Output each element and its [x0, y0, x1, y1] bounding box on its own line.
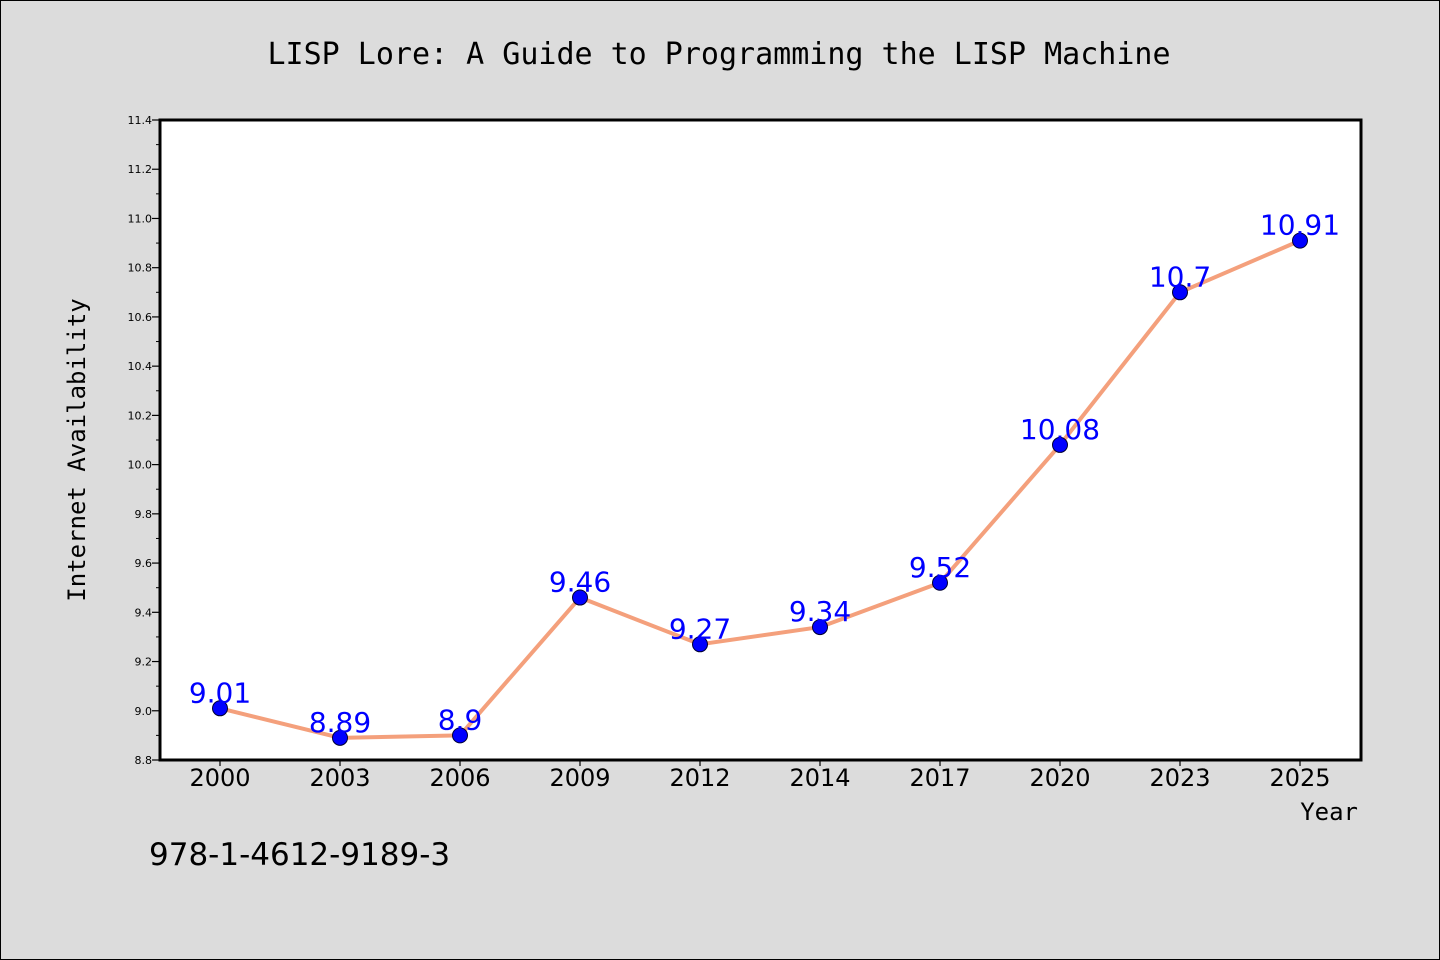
- y-axis: 8.8 9.0 9.2 9.4 9.6 9.8 10.0 10.2 10.4 10.6 10.8 11…: [128, 114, 160, 767]
- data-labels-group: 9.01 8.89 8.9 9.46 9.27 9.34 9.52 10.08 10.7 10.9…: [189, 209, 1340, 739]
- data-label-2020: 10.08: [1020, 413, 1100, 446]
- y-tick-label: 9.4: [135, 606, 153, 619]
- data-label-2006: 8.9: [438, 703, 483, 736]
- y-tick-label: 11.4: [128, 114, 153, 127]
- data-point-2006: [452, 727, 468, 744]
- y-tick-label: 9.8: [135, 508, 153, 521]
- y-tick-label: 10.8: [128, 262, 153, 275]
- y-tick-label: 9.2: [135, 656, 153, 669]
- y-tick-label: 9.0: [135, 705, 153, 718]
- x-tick-label: 2017: [909, 764, 970, 792]
- data-label-2000: 9.01: [189, 676, 251, 709]
- y-tick-label: 10.0: [128, 459, 153, 472]
- markers-group: [212, 232, 1308, 746]
- data-label-2009: 9.46: [549, 566, 611, 599]
- x-tick-label: 2003: [309, 764, 370, 792]
- data-label-2012: 9.27: [669, 612, 731, 645]
- y-tick-label: 10.6: [128, 311, 153, 324]
- data-point-2003: [332, 729, 348, 746]
- x-tick-label: 2006: [429, 764, 490, 792]
- x-tick-label: 2025: [1269, 764, 1330, 792]
- data-label-2003: 8.89: [309, 706, 371, 739]
- data-point-2000: [212, 700, 228, 717]
- data-point-2012: [692, 636, 708, 653]
- plot-area: [158, 118, 1363, 762]
- data-label-2025: 10.91: [1260, 209, 1340, 242]
- data-point-2017: [932, 574, 948, 591]
- chart-title: LISP Lore: A Guide to Programming the LI…: [267, 37, 1170, 72]
- series-line-group: [218, 238, 1302, 740]
- series-line: [218, 238, 1302, 740]
- y-tick-label: 11.0: [128, 212, 153, 225]
- data-point-2009: [572, 589, 588, 606]
- isbn-annotation: 978-1-4612-9189-3: [149, 837, 450, 873]
- y-tick-label: 9.6: [135, 557, 153, 570]
- x-axis: 2000 2003 2006 2009 2012 2014 2017 2020 2023 2025: [189, 760, 1331, 792]
- x-tick-label: 2000: [189, 764, 250, 792]
- x-tick-label: 2014: [789, 764, 850, 792]
- data-point-2023: [1172, 284, 1188, 301]
- data-label-2017: 9.52: [909, 551, 971, 584]
- data-point-2014: [812, 619, 828, 636]
- x-tick-label: 2009: [549, 764, 610, 792]
- data-point-2025: [1292, 232, 1308, 249]
- y-axis-label: Internet Availability: [63, 298, 91, 601]
- data-label-2023: 10.7: [1149, 260, 1211, 293]
- y-tick-label: 10.2: [128, 409, 153, 422]
- data-point-2020: [1052, 436, 1068, 453]
- x-tick-label: 2020: [1029, 764, 1090, 792]
- data-label-2014: 9.34: [789, 595, 851, 628]
- y-tick-label: 11.2: [128, 163, 153, 176]
- x-tick-label: 2023: [1149, 764, 1210, 792]
- x-axis-label: Year: [1300, 798, 1358, 826]
- x-tick-label: 2012: [669, 764, 730, 792]
- y-tick-label: 10.4: [128, 360, 153, 373]
- y-tick-label: 8.8: [135, 754, 153, 767]
